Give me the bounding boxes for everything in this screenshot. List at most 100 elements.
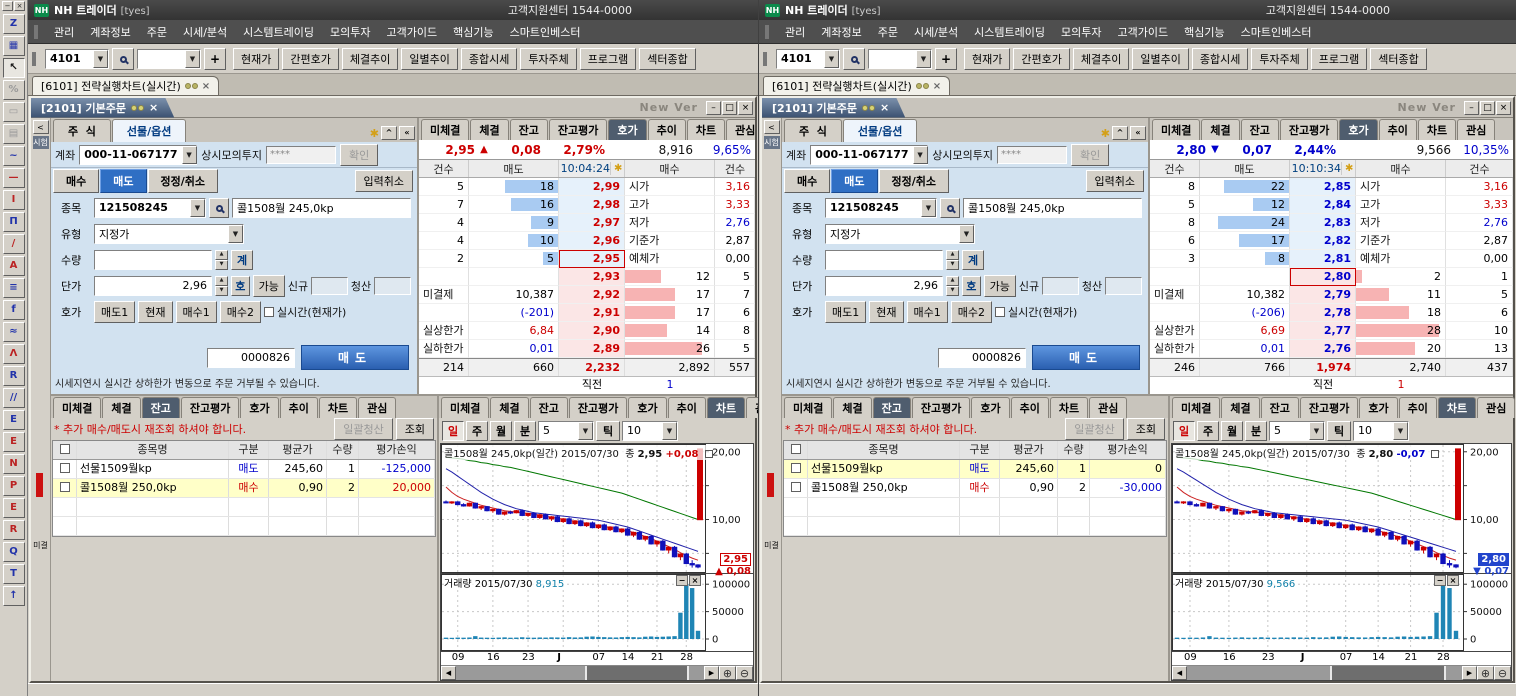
order-window-tab-close-icon[interactable]: × [148, 101, 159, 114]
collapse-up-icon[interactable]: ^ [381, 126, 397, 140]
chevron-down-icon[interactable]: ▼ [578, 421, 593, 440]
toolbar-button-간편호가[interactable]: 간편호가 [1013, 47, 1070, 70]
ask-qty[interactable]: 8 [1200, 250, 1290, 268]
panel-tab-잔고평가[interactable]: 잔고평가 [180, 397, 240, 418]
code-search-button[interactable] [209, 197, 229, 218]
panel-tab-미체결[interactable]: 미체결 [1152, 119, 1201, 140]
panel-tab-잔고[interactable]: 잔고 [1240, 119, 1279, 140]
toolbar-button-섹터종합[interactable]: 섹터종합 [639, 47, 696, 70]
menu-item-고객가이드[interactable]: 고객가이드 [386, 25, 438, 39]
toolbar-button-현재가[interactable]: 현재가 [964, 47, 1011, 70]
ask-price[interactable]: 2,81 [1290, 250, 1356, 268]
tab-strategy-chart[interactable]: [6101] 전략실행차트(실시간) × [763, 76, 951, 95]
ask-qty[interactable]: 22 [1200, 178, 1290, 196]
scrollbar-thumb[interactable] [584, 666, 690, 680]
spin-down-icon[interactable]: ▼ [946, 259, 959, 270]
row-checkbox[interactable] [59, 463, 70, 473]
order-number-field[interactable] [207, 347, 295, 368]
pane-close-icon[interactable]: × [1447, 575, 1459, 586]
qty-sum-button[interactable]: 계 [962, 249, 984, 270]
hoga-button-매도1[interactable]: 매도1 [825, 300, 867, 323]
volume-chart[interactable]: 거래량 2015/07/30 8,915 − × 100000 50000 0 [441, 573, 753, 651]
panel-tab-호가[interactable]: 호가 [971, 397, 1010, 418]
order-type-combo[interactable]: 지정가 ▼ [94, 223, 244, 244]
screen-number-combo[interactable]: 4101 ▼ [45, 48, 109, 69]
available-button[interactable]: 가능 [252, 274, 285, 297]
tab-buy[interactable]: 매수 [53, 169, 100, 193]
bid-qty[interactable]: 17 [625, 304, 715, 322]
ask-price[interactable]: 2,96 [559, 232, 625, 250]
ask-qty[interactable]: 12 [1200, 196, 1290, 214]
scrollbar-track[interactable] [456, 666, 704, 680]
menu-grip[interactable] [34, 24, 38, 39]
chevron-down-icon[interactable]: ▼ [921, 198, 936, 217]
collapse-left-icon[interactable]: « [1130, 126, 1146, 140]
text-tool-icon[interactable]: T [2, 564, 25, 584]
panel-tab-차트[interactable]: 차트 [686, 119, 726, 140]
volume-chart[interactable]: 거래량 2015/07/30 9,566 − × 100000 50000 0 [1172, 573, 1511, 651]
toolbar-button-일별추이[interactable]: 일별추이 [1132, 47, 1189, 70]
holdings-row[interactable]: 콜1508월 250,0kp 매수 0,90 2 20,000 [53, 479, 435, 498]
panel-tab-체결[interactable]: 체결 [1221, 397, 1260, 418]
zigzag-line-icon[interactable]: ~ [2, 146, 25, 166]
panel-tab-잔고평가[interactable]: 잔고평가 [911, 397, 971, 418]
panel-tab-추이[interactable]: 추이 [667, 397, 706, 418]
order-type-combo[interactable]: 지정가 ▼ [825, 223, 975, 244]
hoga-button-매수2[interactable]: 매수2 [219, 300, 261, 323]
chart-option-icon[interactable] [704, 450, 713, 458]
panel-tab-잔고평가[interactable]: 잔고평가 [1299, 397, 1359, 418]
panel-tab-잔고[interactable]: 잔고 [872, 397, 911, 418]
toolbar-button-현재가[interactable]: 현재가 [233, 47, 280, 70]
elliott-blue-icon[interactable]: E [2, 410, 25, 430]
close-button[interactable]: × [1496, 100, 1511, 115]
step-line-icon[interactable]: Π [2, 212, 25, 232]
hoga-button-매도1[interactable]: 매도1 [94, 300, 136, 323]
tab-stock[interactable]: 주 식 [784, 119, 842, 142]
period-button-주[interactable]: 주 [466, 420, 488, 441]
panel-tab-잔고평가[interactable]: 잔고평가 [1279, 119, 1339, 140]
ask-qty[interactable]: 10 [469, 232, 559, 250]
spin-up-icon[interactable]: ▲ [946, 275, 959, 286]
chevron-down-icon[interactable]: ▼ [959, 224, 974, 243]
menu-item-관리[interactable]: 관리 [54, 25, 75, 39]
panel-tab-미체결[interactable]: 미체결 [421, 119, 470, 140]
minute-combo[interactable]: 5 ▼ [538, 420, 594, 441]
stock-code-combo[interactable]: ▼ [868, 48, 932, 69]
pane-minimize-icon[interactable]: − [1434, 575, 1446, 586]
toolbar-button-투자주체[interactable]: 투자주체 [520, 47, 577, 70]
minimize-button[interactable]: – [706, 100, 721, 115]
zoom-out-icon[interactable]: ⊖ [736, 666, 753, 680]
region-icon[interactable]: ▭ [2, 102, 25, 122]
ask-qty[interactable]: 9 [469, 214, 559, 232]
bid-price[interactable]: 2,89 [559, 340, 625, 358]
confirm-button[interactable]: 확인 [339, 143, 379, 166]
price-field[interactable] [94, 275, 212, 296]
scroll-left-icon[interactable]: ◀ [441, 666, 456, 680]
horizontal-line-icon[interactable]: — [2, 168, 25, 188]
flower-icon[interactable]: ✱ [614, 163, 623, 174]
bid-qty[interactable]: 18 [1356, 304, 1446, 322]
spin-up-icon[interactable]: ▲ [946, 249, 959, 260]
bid-price[interactable]: 2,93 [559, 268, 625, 286]
code-combo[interactable]: 121508245 ▼ [825, 197, 937, 218]
scrollbar-thumb[interactable] [1330, 666, 1446, 680]
holdings-row[interactable]: 선물1509월kp 매도 245,60 1 -125,000 [53, 460, 435, 479]
elliott-red-icon[interactable]: E [2, 432, 25, 452]
scroll-right-icon[interactable]: ▶ [1462, 666, 1477, 680]
toolbar-button-섹터종합[interactable]: 섹터종합 [1370, 47, 1427, 70]
collapse-button[interactable]: < [763, 120, 780, 134]
toolbar-button-체결추이[interactable]: 체결추이 [1072, 47, 1130, 70]
menu-grip[interactable] [765, 24, 769, 39]
ask-qty[interactable]: 17 [1200, 232, 1290, 250]
menu-item-시스템트레이딩[interactable]: 시스템트레이딩 [243, 25, 315, 39]
price-chart[interactable]: 콜1508월 245,0kp(일간) 2015/07/30 종 2,80 -0,… [1172, 444, 1511, 577]
bulk-liquidate-button[interactable]: 일괄청산 [334, 418, 393, 440]
query-button[interactable]: 조회 [1126, 418, 1165, 440]
bid-price[interactable]: 2,78 [1290, 304, 1356, 322]
ask-price[interactable]: 2,82 [1290, 232, 1356, 250]
tick-button[interactable]: 틱 [1327, 420, 1351, 441]
zoom-out-icon[interactable]: ⊖ [1494, 666, 1511, 680]
tick-combo[interactable]: 10 ▼ [1353, 420, 1409, 441]
panel-tab-차트[interactable]: 차트 [1437, 397, 1477, 418]
panel-tab-체결[interactable]: 체결 [490, 397, 529, 418]
